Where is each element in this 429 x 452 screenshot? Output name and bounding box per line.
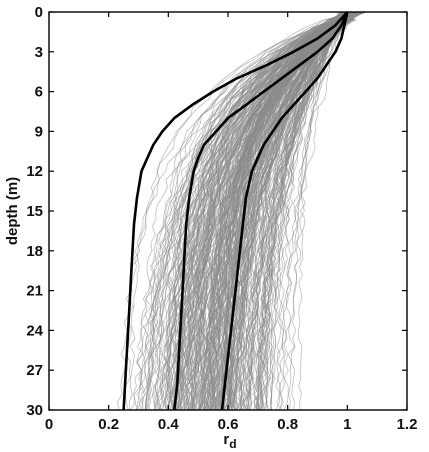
ensemble-curve — [156, 11, 365, 411]
y-tick-label: 0 — [35, 4, 43, 21]
ensemble-curve — [257, 11, 350, 411]
ensemble-curve — [158, 11, 344, 411]
y-tick-label: 3 — [35, 44, 43, 61]
y-tick-label: 6 — [35, 84, 43, 101]
y-tick-label: 21 — [26, 283, 43, 300]
ensemble-curve — [279, 11, 345, 411]
y-tick-label: 30 — [26, 402, 43, 419]
ensemble-curve — [183, 11, 353, 411]
ensemble-curve — [214, 11, 349, 411]
ensemble-curve — [229, 11, 343, 411]
summary-curves — [122, 11, 349, 411]
y-tick-label: 9 — [35, 123, 43, 140]
y-tick-label: 24 — [26, 322, 43, 339]
ensemble-curve — [224, 11, 346, 411]
ensemble-curve — [129, 11, 362, 411]
summary-curve-2 — [173, 11, 349, 411]
y-tick-label: 15 — [26, 203, 43, 220]
x-tick-label: 0.8 — [277, 416, 298, 433]
ensemble-curve — [257, 11, 358, 411]
x-tick-label: 0.2 — [98, 416, 119, 433]
y-axis: 0 3 6 9 12 15 18 21 24 27 30 — [26, 4, 407, 419]
y-tick-label: 12 — [26, 163, 43, 180]
ensemble-curve — [177, 11, 365, 411]
ensemble-curve — [263, 11, 360, 411]
ensemble-curve — [145, 11, 359, 411]
x-tick-label: 0.6 — [218, 416, 239, 433]
ensemble-curve — [263, 11, 349, 411]
ensemble-curve — [256, 11, 352, 411]
summary-curve-3 — [220, 11, 349, 411]
ensemble-curve — [144, 11, 351, 411]
x-tick-label: 1.2 — [397, 416, 418, 433]
ensemble-curve — [283, 11, 365, 411]
ensemble-curve — [180, 11, 343, 411]
ensemble-curve — [197, 11, 350, 411]
y-tick-label: 27 — [26, 362, 43, 379]
ensemble-curve — [227, 11, 352, 411]
ensemble-curve — [149, 11, 358, 411]
ensemble-curve — [125, 11, 344, 411]
ensemble-curve — [231, 11, 344, 411]
x-tick-label: 0 — [45, 416, 53, 433]
x-axis-title: rd — [223, 431, 236, 451]
ensemble-curve — [153, 11, 345, 411]
ensemble-curve — [204, 11, 349, 411]
ensemble-curve — [278, 11, 353, 411]
ensemble-curve — [128, 11, 355, 411]
y-tick-label: 18 — [26, 243, 43, 260]
ensemble-curve — [138, 11, 352, 411]
ensemble-curve — [288, 11, 362, 411]
summary-curve-1 — [122, 11, 349, 411]
ensemble-curve — [290, 11, 357, 411]
ensemble-curve — [227, 11, 364, 411]
x-axis: 0 0.2 0.4 0.6 0.8 1 1.2 — [45, 12, 418, 433]
x-tick-label: 0.4 — [158, 416, 180, 433]
ensemble-curve — [201, 11, 347, 411]
ensemble-curve — [258, 11, 359, 411]
ensemble-curve — [185, 11, 344, 411]
x-tick-label: 1 — [343, 416, 351, 433]
ensemble-curve — [188, 11, 348, 411]
ensemble-curve — [240, 11, 345, 411]
y-axis-title: depth (m) — [4, 177, 21, 245]
x-axis-title-subscript: d — [229, 437, 236, 451]
ensemble-curve — [242, 11, 346, 411]
x-axis-title-main: r — [223, 431, 229, 448]
